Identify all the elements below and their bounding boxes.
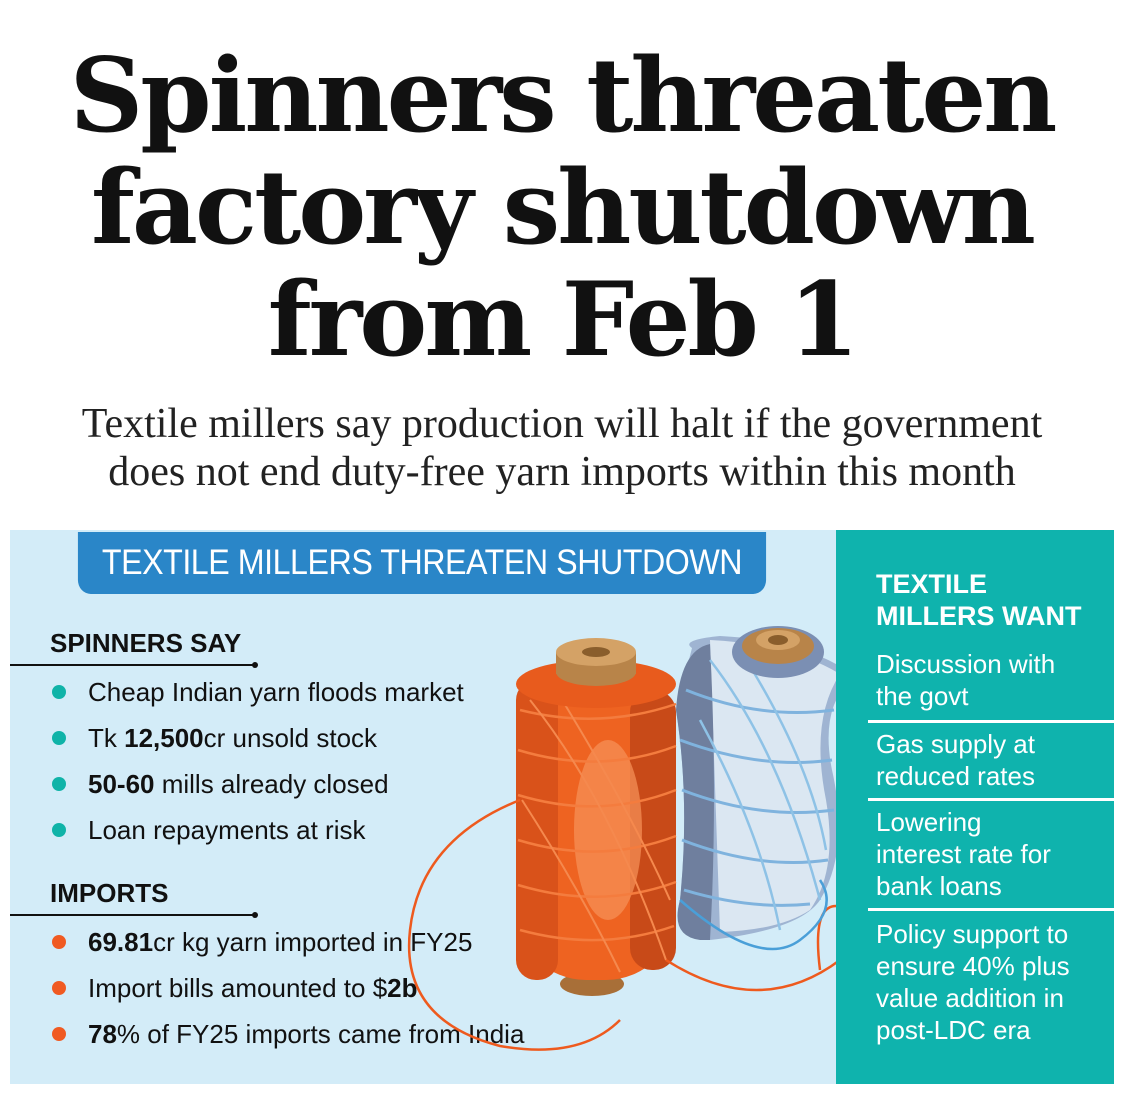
bullet-dot-icon	[52, 935, 66, 949]
spinners-say-list: Cheap Indian yarn floods market Tk 12,50…	[48, 676, 464, 860]
list-item: 69.81cr kg yarn imported in FY25	[48, 926, 524, 972]
sidebar-divider	[868, 798, 1114, 801]
millers-want-item: Lowering interest rate for bank loans	[876, 807, 1051, 901]
infographic-title-bar: TEXTILE MILLERS THREATEN SHUTDOWN	[77, 532, 767, 594]
list-item: Tk 12,500cr unsold stock	[48, 722, 464, 768]
bullet-dot-icon	[52, 981, 66, 995]
imports-rule	[10, 912, 258, 918]
subheadline: Textile millers say production will halt…	[0, 400, 1124, 496]
bullet-dot-icon	[52, 823, 66, 837]
headline-line-1: Spinners threaten	[69, 36, 1058, 156]
imports-list: 69.81cr kg yarn imported in FY25 Import …	[48, 926, 524, 1064]
list-item: Import bills amounted to $2b	[48, 972, 524, 1018]
bullet-dot-icon	[52, 731, 66, 745]
headline: Spinners threaten factory shutdown from …	[0, 40, 1124, 376]
sidebar-divider	[868, 908, 1114, 911]
list-item: 78% of FY25 imports came from India	[48, 1018, 524, 1064]
millers-want-item: Gas supply at reduced rates	[876, 729, 1035, 791]
infographic-title: TEXTILE MILLERS THREATEN SHUTDOWN	[101, 543, 743, 582]
list-item: 50-60 mills already closed	[48, 768, 464, 814]
millers-want-sidebar	[836, 530, 1114, 1084]
millers-want-heading: TEXTILE MILLERS WANT	[876, 569, 1082, 631]
bullet-dot-icon	[52, 685, 66, 699]
bullet-dot-icon	[52, 1027, 66, 1041]
spinners-say-heading: SPINNERS SAY	[50, 628, 242, 658]
subheadline-line-2: does not end duty-free yarn imports with…	[108, 449, 1016, 495]
millers-want-item: Policy support to ensure 40% plus value …	[876, 919, 1070, 1045]
list-item: Loan repayments at risk	[48, 814, 464, 860]
imports-heading: IMPORTS	[50, 878, 169, 908]
headline-line-3: from Feb 1	[267, 260, 860, 380]
grey-spool-icon	[676, 626, 850, 940]
list-item: Cheap Indian yarn floods market	[48, 676, 464, 722]
yarn-spools-illustration	[407, 626, 865, 1051]
headline-line-2: factory shutdown	[91, 148, 1036, 268]
millers-want-item: Discussion with the govt	[876, 649, 1056, 711]
subheadline-line-1: Textile millers say production will halt…	[81, 401, 1043, 447]
spinners-say-rule	[10, 662, 258, 668]
orange-spool-icon	[516, 638, 677, 996]
bullet-dot-icon	[52, 777, 66, 791]
sidebar-divider	[868, 720, 1114, 723]
